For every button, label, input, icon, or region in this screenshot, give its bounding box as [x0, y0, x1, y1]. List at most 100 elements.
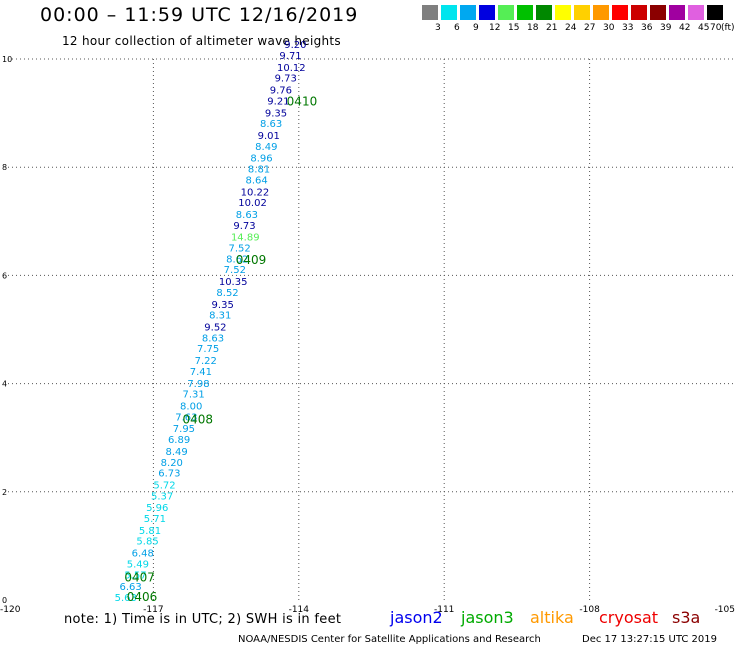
axis-ticks: -120 -117 -114 -111 -108 -105 0 2 4 6 8 10: [0, 55, 735, 615]
scale-swatch: [612, 5, 628, 20]
wave-height-point: 5.71: [144, 514, 166, 525]
scale-label: 6: [454, 23, 460, 33]
scale-swatch: [574, 5, 590, 20]
wave-height-point: 5.37: [151, 491, 173, 502]
wave-height-point: 8.31: [209, 311, 231, 322]
grid: [8, 58, 735, 600]
time-label: 0408: [182, 412, 213, 426]
wave-height-point: 9.01: [258, 131, 280, 142]
satellite-altika: altika: [530, 608, 574, 627]
wave-height-point: 8.63: [202, 333, 224, 344]
satellite-cryosat: cryosat: [599, 608, 659, 627]
scale-swatch: [650, 5, 666, 20]
wave-height-point: 9.21: [267, 96, 289, 107]
wave-height-point: 7.52: [224, 265, 246, 276]
y-tick-label: 4: [2, 380, 7, 389]
wave-height-points: 5.636.635.575.496.485.855.815.715.965.37…: [115, 40, 307, 604]
scale-swatch: [536, 5, 552, 20]
x-tick-label: -117: [143, 605, 163, 615]
scale-label: 18: [527, 23, 539, 33]
footer-note: note: 1) Time is in UTC; 2) SWH is in fe…: [64, 612, 342, 627]
wave-height-point: 7.63: [175, 412, 197, 423]
wave-height-point: 6.63: [119, 582, 141, 593]
wave-height-point: 9.35: [212, 300, 234, 311]
satellite-s3a: s3a: [672, 608, 701, 627]
scale-label: 24: [565, 23, 577, 33]
wave-height-point: 8.62: [226, 254, 248, 265]
wave-height-point: 7.75: [197, 344, 219, 355]
wave-height-point: 9.73: [233, 221, 255, 232]
wave-height-point: 10.35: [219, 277, 248, 288]
time-labels: 0406 0407 0408 0409 0410: [124, 94, 317, 604]
scale-label: 42: [679, 23, 691, 33]
wave-height-point: 10.02: [238, 198, 267, 209]
wave-height-point: 9.20: [284, 40, 306, 51]
time-label: 0409: [236, 253, 267, 267]
scale-label: 3: [435, 23, 441, 33]
scale-swatch: [593, 5, 609, 20]
scale-swatch: [669, 5, 685, 20]
scale-label: 15: [508, 23, 520, 33]
wave-height-point: 8.63: [260, 119, 282, 130]
wave-height-point: 8.52: [216, 288, 238, 299]
scale-label: 27: [584, 23, 596, 33]
y-tick-label: 10: [2, 55, 12, 64]
satellite-jason3: jason3: [461, 608, 514, 627]
wave-height-point: 7.98: [187, 379, 209, 390]
scale-label: 21: [546, 23, 558, 33]
wave-height-point: 9.71: [279, 51, 301, 62]
wave-height-point: 7.95: [173, 424, 195, 435]
y-tick-label: 8: [2, 163, 7, 172]
scale-label: 39: [660, 23, 672, 33]
wave-height-point: 7.22: [195, 356, 217, 367]
x-tick-label: -108: [579, 605, 600, 615]
y-tick-label: 2: [2, 488, 7, 497]
wave-height-point: 6.48: [132, 549, 154, 560]
credit-line: NOAA/NESDIS Center for Satellite Applica…: [238, 634, 541, 645]
time-label: 0406: [127, 590, 158, 604]
wave-height-point: 9.73: [275, 74, 297, 85]
scale-swatch: [422, 5, 438, 20]
scale-label: 45: [698, 23, 710, 33]
scale-label: 9: [473, 23, 479, 33]
wave-height-point: 10.22: [241, 187, 270, 198]
wave-height-point: 7.31: [182, 390, 204, 401]
time-label: 0407: [124, 570, 155, 584]
wave-height-point: 8.20: [161, 458, 183, 469]
wave-height-point: 7.41: [190, 367, 212, 378]
wave-height-point: 5.85: [136, 537, 158, 548]
wave-height-point: 8.49: [166, 447, 188, 458]
scale-swatch: [479, 5, 495, 20]
wave-height-point: 5.57: [124, 570, 146, 581]
chart-title: 00:00 – 11:59 UTC 12/16/2019: [40, 4, 359, 26]
wave-height-point: 7.52: [229, 244, 251, 255]
scale-swatch: [631, 5, 647, 20]
wave-height-point: 8.63: [236, 210, 258, 221]
wave-height-point: 5.96: [146, 503, 168, 514]
generated-timestamp: Dec 17 13:27:15 UTC 2019: [582, 634, 717, 645]
wave-height-point: 6.73: [158, 469, 180, 480]
wave-height-point: 5.63: [115, 593, 137, 604]
wave-height-point: 14.89: [231, 233, 260, 244]
scale-swatch: [555, 5, 571, 20]
scale-label: 33: [622, 23, 634, 33]
chart-subtitle: 12 hour collection of altimeter wave hei…: [62, 34, 341, 48]
wave-height-point: 6.89: [168, 435, 190, 446]
wave-height-point: 8.96: [250, 154, 272, 165]
wave-height-point: 5.72: [153, 480, 175, 491]
scale-label: 30: [603, 23, 615, 33]
scale-swatch: [688, 5, 704, 20]
x-tick-label: -105: [715, 605, 735, 615]
x-tick-label: -120: [0, 605, 21, 615]
scale-swatch: [498, 5, 514, 20]
time-label: 0410: [287, 94, 318, 108]
wave-height-point: 8.49: [255, 142, 277, 153]
wave-height-point: 9.52: [204, 323, 226, 334]
scale-label: 70: [710, 23, 722, 33]
wave-height-point: 9.35: [265, 108, 287, 119]
wave-height-point: 5.81: [139, 526, 161, 537]
y-tick-label: 0: [2, 596, 7, 605]
x-tick-label: -114: [289, 605, 310, 615]
scale-label: 12: [489, 23, 501, 33]
